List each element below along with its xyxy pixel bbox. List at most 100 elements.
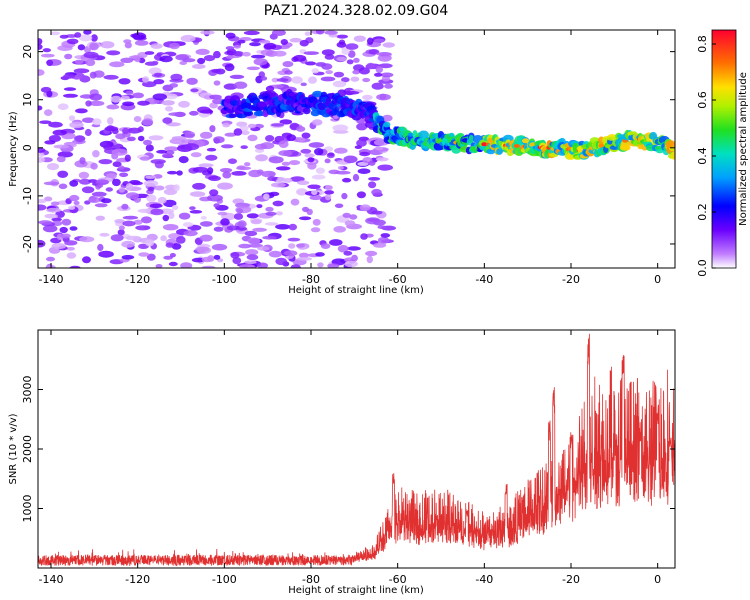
spectrogram-noise-cell	[359, 204, 371, 211]
spectrogram-noise-cell	[69, 180, 79, 187]
spectrogram-noise-cell	[371, 82, 384, 90]
x-tick-label: 0	[654, 273, 661, 286]
spectrogram-noise-cell	[253, 58, 268, 66]
spectrogram-noise-cell	[162, 214, 170, 222]
spectrogram-noise-cell	[79, 157, 86, 165]
spectrogram-noise-cell	[137, 100, 150, 106]
spectrogram-noise-cell	[374, 146, 384, 151]
spectrogram-noise-cell	[299, 39, 309, 47]
spectrogram-noise-cell	[125, 90, 134, 95]
spectrogram-noise-cell	[353, 35, 366, 42]
spectrogram-noise-cell	[135, 225, 151, 231]
spectrogram-noise-cell	[367, 37, 374, 45]
spectrogram-noise-cell	[106, 50, 121, 56]
spectrogram-noise-cell	[342, 177, 352, 183]
spectrogram-noise-cell	[124, 42, 132, 49]
spectrogram-noise-cell	[134, 57, 141, 63]
spectrogram-noise-cell	[89, 93, 103, 101]
spectrogram-noise-cell	[213, 136, 225, 144]
spectrogram-noise-cell	[271, 123, 284, 127]
spectrogram-noise-cell	[303, 51, 319, 55]
spectrogram-noise-cell	[236, 208, 244, 214]
spectrogram-noise-cell	[183, 230, 198, 237]
spectrogram-noise-cell	[374, 72, 383, 77]
spectrogram-noise-cell	[228, 158, 237, 164]
spectrogram-noise-cell	[66, 252, 77, 259]
spectrogram-signal-cell	[302, 107, 311, 115]
spectrogram-noise-cell	[171, 204, 179, 211]
spectrogram-noise-cell	[110, 234, 124, 242]
spectrogram-noise-cell	[178, 100, 190, 108]
spectrogram-frame	[37, 29, 676, 269]
spectrogram-signal-cell	[620, 140, 631, 150]
spectrogram-noise-cell	[169, 83, 179, 88]
spectrogram-noise-cell	[357, 168, 371, 174]
spectrogram-noise-cell	[288, 243, 296, 249]
snr-y-label: SNR (10 * v/v)	[8, 413, 19, 484]
spectrogram-noise-cell	[358, 67, 370, 75]
spectrogram-noise-cell	[200, 131, 213, 139]
spectrogram-noise-cell	[112, 161, 122, 168]
spectrogram-noise-cell	[346, 59, 354, 65]
spectrogram-noise-cell	[356, 123, 368, 131]
spectrogram-noise-cell	[142, 76, 150, 83]
spectrogram-noise-cell	[308, 76, 317, 84]
spectrogram-y-ticks: -20 -10 0 10 20	[21, 45, 675, 253]
spectrogram-noise-cell	[144, 239, 155, 247]
spectrogram-noise-cell	[325, 70, 334, 75]
spectrogram-noise-cell	[290, 198, 300, 206]
spectrogram-noise-cell	[334, 170, 351, 175]
spectrogram-noise-cell	[247, 134, 258, 142]
spectrogram-noise-cell	[60, 233, 71, 239]
y-tick-label: -20	[21, 235, 34, 253]
spectrogram-noise-cell	[38, 156, 46, 163]
spectrogram-noise-cell	[164, 146, 179, 152]
spectrogram-noise-cell	[344, 260, 358, 268]
spectrogram-noise-cell	[52, 129, 67, 136]
spectrogram-noise-cell	[224, 132, 237, 137]
spectrogram-noise-cell	[88, 196, 101, 203]
spectrogram-noise-cell	[343, 155, 358, 164]
spectrogram-signal-cell	[228, 113, 238, 118]
spectrogram-noise-cell	[334, 203, 344, 209]
spectrogram-noise-cell	[265, 211, 277, 216]
spectrogram-noise-cell	[154, 185, 165, 191]
spectrogram-signal-cell	[399, 127, 405, 132]
spectrogram-noise-cell	[89, 71, 97, 79]
spectrogram-noise-cell	[347, 50, 356, 58]
spectrogram-noise-cell	[213, 254, 221, 260]
spectrogram-noise-cell	[329, 239, 343, 246]
spectrogram-noise-cell	[226, 55, 235, 59]
spectrogram-noise-cell	[165, 106, 173, 112]
spectrogram-noise-cell	[189, 191, 206, 197]
spectrogram-noise-cell	[150, 43, 163, 49]
spectrogram-noise-cell	[145, 175, 156, 180]
spectrogram-noise-cell	[168, 261, 178, 267]
spectrogram-noise-cell	[44, 196, 53, 202]
y-tick-label: 3000	[21, 376, 34, 404]
spectrogram-noise-cell	[291, 76, 303, 84]
spectrogram-noise-cell	[141, 118, 154, 126]
spectrogram-noise-cell	[378, 63, 393, 69]
spectrogram-noise-cell	[287, 237, 301, 242]
spectrogram-noise-cell	[40, 86, 52, 93]
x-tick-label: -140	[39, 573, 64, 586]
spectrogram-noise-cell	[150, 208, 164, 216]
spectrogram-noise-cell	[101, 198, 112, 204]
spectrogram-noise-cell	[152, 93, 167, 101]
spectrogram-noise-cell	[207, 167, 214, 175]
spectrogram-noise-cell	[90, 34, 98, 42]
spectrogram-noise-cell	[38, 147, 46, 153]
colorbar-tick-label: 0.6	[696, 91, 709, 109]
spectrogram-noise-cell	[137, 135, 145, 142]
spectrogram-noise-cell	[290, 176, 305, 182]
spectrogram-noise-cell	[209, 125, 216, 133]
spectrogram-noise-cell	[38, 204, 47, 211]
spectrogram-noise-cell	[231, 171, 247, 176]
spectrogram-noise-cell	[239, 125, 249, 131]
spectrogram-noise-cell	[162, 117, 173, 124]
spectrogram-noise-cell	[257, 262, 268, 268]
spectrogram-noise-cell	[63, 93, 78, 98]
x-tick-label: -120	[125, 273, 150, 286]
colorbar-gradient	[711, 29, 737, 269]
